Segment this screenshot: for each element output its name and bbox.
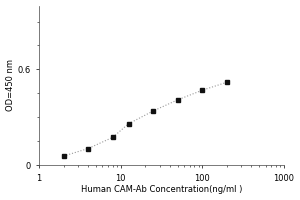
- Y-axis label: OD=450 nm: OD=450 nm: [6, 59, 15, 111]
- X-axis label: Human CAM-Ab Concentration(ng/ml ): Human CAM-Ab Concentration(ng/ml ): [81, 185, 242, 194]
